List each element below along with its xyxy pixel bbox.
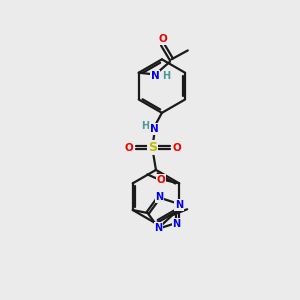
- Text: N: N: [175, 200, 183, 210]
- Text: O: O: [157, 175, 166, 185]
- Text: S: S: [148, 141, 158, 154]
- Text: N: N: [155, 192, 164, 202]
- Text: N: N: [151, 71, 159, 81]
- Text: O: O: [125, 142, 134, 153]
- Text: O: O: [158, 34, 167, 44]
- Text: O: O: [172, 142, 181, 153]
- Text: H: H: [142, 121, 150, 131]
- Text: N: N: [150, 124, 159, 134]
- Text: N: N: [154, 223, 162, 233]
- Text: H: H: [163, 71, 171, 81]
- Text: N: N: [172, 219, 181, 229]
